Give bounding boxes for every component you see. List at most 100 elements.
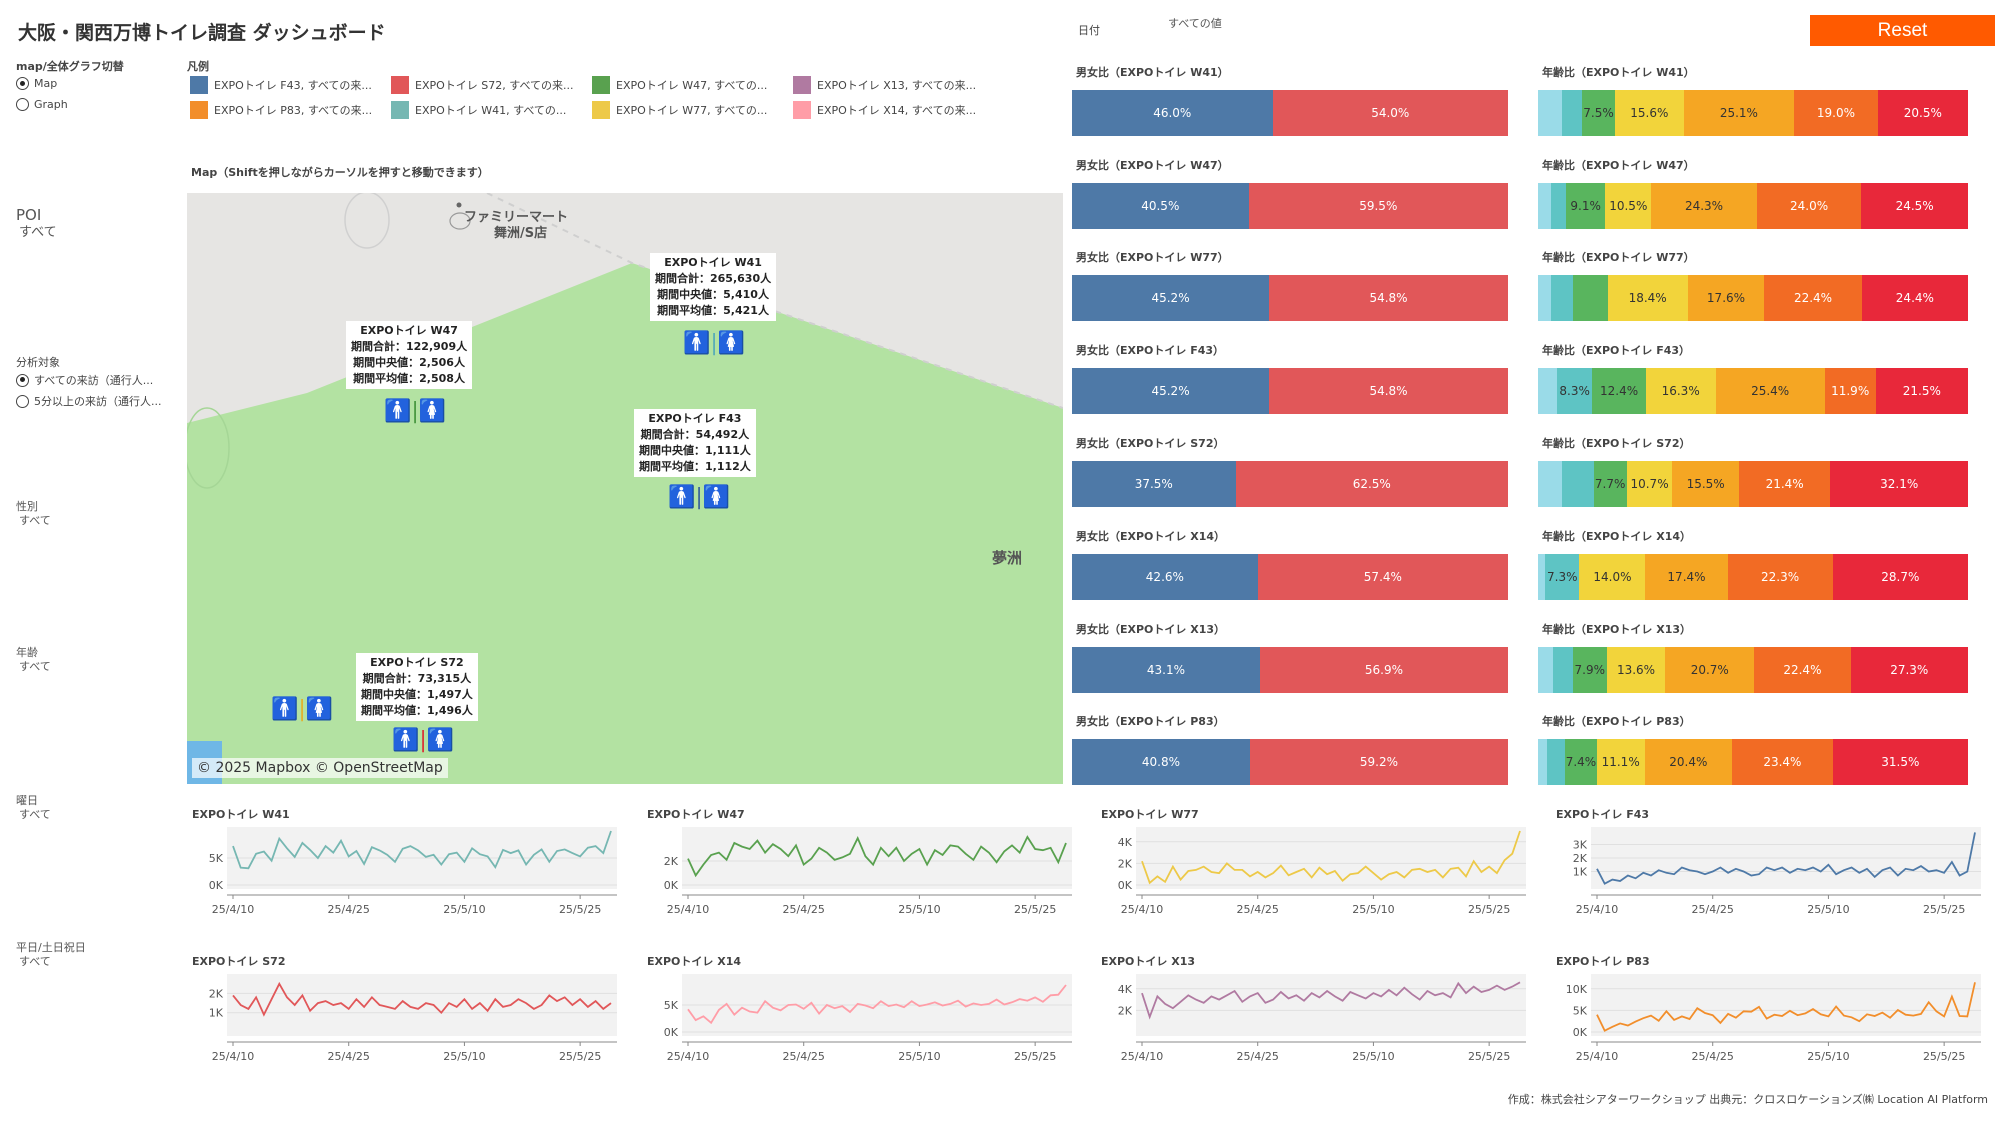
legend-item[interactable]: EXPOトイレ W47, すべての... bbox=[592, 76, 767, 94]
age-segment[interactable]: 20.5% bbox=[1877, 90, 1968, 136]
age-segment[interactable]: 17.4% bbox=[1645, 554, 1728, 600]
gender-filter[interactable]: 性別 すべて bbox=[16, 500, 51, 527]
age-segment[interactable]: 24.4% bbox=[1861, 275, 1968, 321]
age-segment[interactable]: 18.4% bbox=[1607, 275, 1688, 321]
age-segment[interactable]: 31.5% bbox=[1832, 739, 1968, 785]
analysis-option-all[interactable]: すべての来訪（通行人... bbox=[16, 372, 153, 388]
trend-chart[interactable]: 10K 5K 0K 25/4/10 25/4/25 25/5/10 25/5/25 bbox=[1551, 950, 1991, 1090]
toilet-w41-icon[interactable]: 🚹|🚺 bbox=[683, 331, 746, 356]
age-segment[interactable]: 16.3% bbox=[1645, 368, 1716, 414]
age-segment[interactable] bbox=[1562, 90, 1582, 136]
male-segment[interactable]: 42.6% bbox=[1072, 554, 1258, 600]
age-bar[interactable]: 9.1% 10.5% 24.3% 24.0% 24.5% bbox=[1538, 183, 1968, 229]
age-segment[interactable] bbox=[1538, 368, 1547, 414]
age-filter[interactable]: 年齢 すべて bbox=[16, 646, 51, 673]
trend-chart[interactable]: 5K 0K 25/4/10 25/4/25 25/5/10 25/5/25 bbox=[187, 803, 627, 943]
age-segment[interactable]: 7.7% bbox=[1593, 461, 1627, 507]
age-segment[interactable] bbox=[1572, 275, 1608, 321]
female-segment[interactable]: 56.9% bbox=[1259, 647, 1508, 693]
male-segment[interactable]: 37.5% bbox=[1072, 461, 1236, 507]
male-segment[interactable]: 43.1% bbox=[1072, 647, 1260, 693]
analysis-option-5min[interactable]: 5分以上の来訪（通行人... bbox=[16, 393, 162, 409]
female-segment[interactable]: 62.5% bbox=[1235, 461, 1508, 507]
age-bar[interactable]: 7.4% 11.1% 20.4% 23.4% 31.5% bbox=[1538, 739, 1968, 785]
male-segment[interactable]: 45.2% bbox=[1072, 275, 1270, 321]
age-bar[interactable]: 18.4% 17.6% 22.4% 24.4% bbox=[1538, 275, 1968, 321]
age-segment[interactable] bbox=[1538, 554, 1546, 600]
age-segment[interactable]: 20.7% bbox=[1665, 647, 1755, 693]
female-segment[interactable]: 57.4% bbox=[1257, 554, 1508, 600]
gender-bar[interactable]: 43.1% 56.9% bbox=[1072, 647, 1508, 693]
age-segment[interactable]: 7.3% bbox=[1545, 554, 1580, 600]
gender-bar[interactable]: 37.5% 62.5% bbox=[1072, 461, 1508, 507]
age-segment[interactable]: 24.3% bbox=[1651, 183, 1757, 229]
gender-bar[interactable]: 46.0% 54.0% bbox=[1072, 90, 1508, 136]
age-segment[interactable] bbox=[1546, 368, 1557, 414]
female-segment[interactable]: 54.8% bbox=[1269, 275, 1508, 321]
female-segment[interactable]: 59.5% bbox=[1248, 183, 1508, 229]
reset-button[interactable]: Reset bbox=[1810, 15, 1995, 46]
legend-item[interactable]: EXPOトイレ P83, すべての来... bbox=[190, 101, 372, 119]
age-segment[interactable]: 8.3% bbox=[1556, 368, 1593, 414]
age-segment[interactable]: 10.5% bbox=[1605, 183, 1652, 229]
age-segment[interactable] bbox=[1551, 183, 1566, 229]
age-segment[interactable]: 32.1% bbox=[1830, 461, 1968, 507]
age-segment[interactable] bbox=[1538, 739, 1547, 785]
age-segment[interactable] bbox=[1538, 461, 1562, 507]
legend-item[interactable]: EXPOトイレ X14, すべての来... bbox=[793, 101, 976, 119]
map[interactable]: ファミリーマート 舞洲/S店 夢洲 EXPOトイレ W41 期間合計：265,630… bbox=[187, 193, 1063, 784]
age-segment[interactable]: 22.3% bbox=[1727, 554, 1833, 600]
age-segment[interactable] bbox=[1553, 647, 1573, 693]
age-segment[interactable]: 28.7% bbox=[1832, 554, 1968, 600]
age-segment[interactable]: 22.4% bbox=[1764, 275, 1862, 321]
age-segment[interactable]: 24.5% bbox=[1861, 183, 1968, 229]
age-segment[interactable]: 24.0% bbox=[1756, 183, 1862, 229]
trend-chart[interactable]: 5K 0K 25/4/10 25/4/25 25/5/10 25/5/25 bbox=[642, 950, 1082, 1090]
legend-item[interactable]: EXPOトイレ W41, すべての... bbox=[391, 101, 566, 119]
trend-chart[interactable]: 4K 2K 25/4/10 25/4/25 25/5/10 25/5/25 bbox=[1096, 950, 1536, 1090]
age-segment[interactable]: 15.5% bbox=[1672, 461, 1739, 507]
legend-item[interactable]: EXPOトイレ W77, すべての... bbox=[592, 101, 767, 119]
age-segment[interactable]: 21.5% bbox=[1875, 368, 1968, 414]
age-segment[interactable]: 7.9% bbox=[1572, 647, 1607, 693]
age-segment[interactable]: 25.4% bbox=[1715, 368, 1825, 414]
daytype-filter[interactable]: 平日/土日祝日 すべて bbox=[16, 941, 86, 968]
gender-bar[interactable]: 42.6% 57.4% bbox=[1072, 554, 1508, 600]
female-segment[interactable]: 54.8% bbox=[1269, 368, 1508, 414]
age-segment[interactable]: 27.3% bbox=[1850, 647, 1968, 693]
poi-filter[interactable]: POI すべて bbox=[16, 206, 57, 240]
legend-item[interactable]: EXPOトイレ S72, すべての来... bbox=[391, 76, 574, 94]
trend-chart[interactable]: 2K 0K 25/4/10 25/4/25 25/5/10 25/5/25 bbox=[642, 803, 1082, 943]
weekday-filter[interactable]: 曜日 すべて bbox=[16, 794, 51, 821]
age-bar[interactable]: 7.7% 10.7% 15.5% 21.4% 32.1% bbox=[1538, 461, 1968, 507]
age-segment[interactable] bbox=[1561, 461, 1594, 507]
age-bar[interactable]: 8.3% 12.4% 16.3% 25.4% 11.9% 21.5% bbox=[1538, 368, 1968, 414]
age-segment[interactable] bbox=[1546, 739, 1566, 785]
age-segment[interactable]: 13.6% bbox=[1606, 647, 1666, 693]
age-segment[interactable] bbox=[1538, 90, 1563, 136]
toggle-option-graph[interactable]: Graph bbox=[16, 98, 68, 111]
male-segment[interactable]: 45.2% bbox=[1072, 368, 1270, 414]
age-segment[interactable]: 7.4% bbox=[1565, 739, 1597, 785]
age-bar[interactable]: 7.5% 15.6% 25.1% 19.0% 20.5% bbox=[1538, 90, 1968, 136]
gender-bar[interactable]: 40.5% 59.5% bbox=[1072, 183, 1508, 229]
map-attribution[interactable]: © 2025 Mapbox © OpenStreetMap bbox=[192, 758, 448, 778]
male-segment[interactable]: 40.8% bbox=[1072, 739, 1250, 785]
age-segment[interactable]: 9.1% bbox=[1565, 183, 1606, 229]
female-segment[interactable]: 54.0% bbox=[1272, 90, 1508, 136]
age-segment[interactable] bbox=[1551, 275, 1573, 321]
age-segment[interactable] bbox=[1538, 275, 1552, 321]
age-segment[interactable]: 21.4% bbox=[1738, 461, 1831, 507]
date-filter-value[interactable]: すべての値 bbox=[1168, 17, 1222, 30]
gender-bar[interactable]: 45.2% 54.8% bbox=[1072, 275, 1508, 321]
toggle-option-map[interactable]: Map bbox=[16, 77, 57, 90]
age-segment[interactable]: 25.1% bbox=[1683, 90, 1795, 136]
toilet-w77-icon[interactable]: 🚹|🚺 bbox=[271, 697, 334, 722]
age-segment[interactable]: 11.1% bbox=[1596, 739, 1645, 785]
age-segment[interactable]: 7.5% bbox=[1582, 90, 1615, 136]
age-segment[interactable]: 14.0% bbox=[1579, 554, 1646, 600]
age-segment[interactable]: 12.4% bbox=[1592, 368, 1646, 414]
age-bar[interactable]: 7.9% 13.6% 20.7% 22.4% 27.3% bbox=[1538, 647, 1968, 693]
legend-item[interactable]: EXPOトイレ X13, すべての来... bbox=[793, 76, 976, 94]
